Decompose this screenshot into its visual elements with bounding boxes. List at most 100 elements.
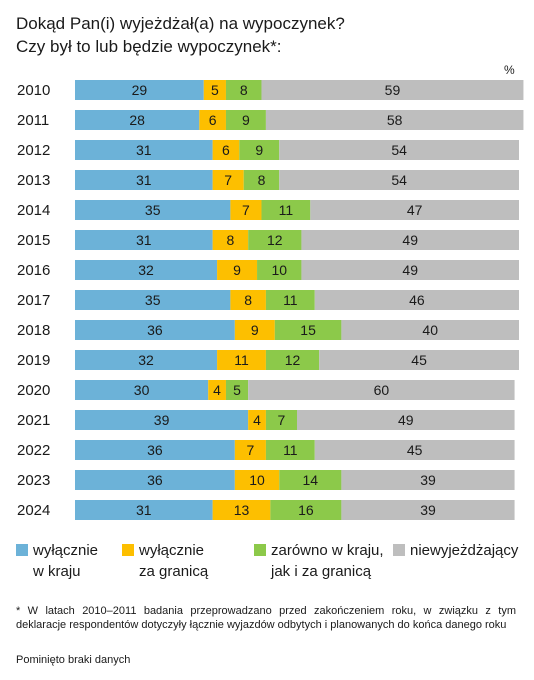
- value-label-both-2020: 5: [233, 382, 241, 398]
- bar-none-2014: [310, 200, 519, 220]
- value-label-both-2014: 11: [279, 202, 294, 218]
- chart-title: Dokąd Pan(i) wyjeżdżał(a) na wypoczynek?…: [16, 12, 345, 58]
- legend-label-none: niewyjeżdżający: [410, 540, 518, 561]
- legend-item-none: niewyjeżdżający: [393, 540, 518, 561]
- value-label-abroad-2024: 13: [234, 502, 250, 518]
- value-label-domestic-2019: 32: [138, 352, 154, 368]
- year-label-2024: 2024: [17, 502, 50, 519]
- value-label-domestic-2018: 36: [147, 322, 163, 338]
- bar-none-2018: [341, 320, 519, 340]
- value-label-both-2011: 9: [242, 112, 250, 128]
- bar-both-2012: [239, 140, 280, 160]
- legend-item-abroad: wyłącznie za granicą: [122, 540, 208, 582]
- bar-abroad-2013: [212, 170, 244, 190]
- legend-swatch-none: [393, 544, 405, 556]
- year-label-2014: 2014: [17, 202, 50, 219]
- bar-both-2013: [243, 170, 280, 190]
- year-label-2016: 2016: [17, 262, 50, 279]
- bar-both-2019: [265, 350, 320, 370]
- bar-abroad-2017: [230, 290, 266, 310]
- year-label-2022: 2022: [17, 442, 50, 459]
- value-label-none-2014: 47: [407, 202, 423, 218]
- bar-domestic-2017: [75, 290, 231, 310]
- bar-none-2024: [341, 500, 515, 520]
- value-label-none-2010: 59: [385, 82, 401, 98]
- bar-abroad-2016: [217, 260, 258, 280]
- value-label-abroad-2022: 7: [246, 442, 254, 458]
- bar-domestic-2024: [75, 500, 213, 520]
- legend-label-domestic-line1: wyłącznie: [33, 542, 99, 559]
- legend-label-both: zarówno w kraju, jak i za granicą: [271, 540, 384, 582]
- legend-swatch-abroad: [122, 544, 134, 556]
- value-label-both-2018: 15: [300, 322, 316, 338]
- bar-both-2011: [225, 110, 266, 130]
- value-label-none-2023: 39: [420, 472, 436, 488]
- value-label-domestic-2014: 35: [145, 202, 161, 218]
- bar-both-2022: [265, 440, 315, 460]
- bar-abroad-2024: [212, 500, 271, 520]
- value-label-both-2016: 10: [271, 262, 287, 278]
- value-label-domestic-2013: 31: [136, 172, 152, 188]
- year-label-2013: 2013: [17, 172, 50, 189]
- bar-abroad-2014: [230, 200, 262, 220]
- bar-domestic-2019: [75, 350, 218, 370]
- value-label-both-2017: 11: [283, 292, 298, 308]
- year-label-2023: 2023: [17, 472, 50, 489]
- bar-none-2015: [301, 230, 519, 250]
- bar-both-2017: [265, 290, 315, 310]
- bar-both-2015: [248, 230, 302, 250]
- bar-abroad-2019: [217, 350, 266, 370]
- bar-domestic-2023: [75, 470, 235, 490]
- legend-swatch-domestic: [16, 544, 28, 556]
- bar-abroad-2018: [234, 320, 275, 340]
- value-label-both-2022: 11: [283, 442, 298, 458]
- footnote: * W latach 2010–2011 badania przeprowadz…: [16, 605, 516, 631]
- value-label-both-2021: 7: [278, 412, 286, 428]
- value-label-both-2013: 8: [258, 172, 266, 188]
- bar-abroad-2015: [212, 230, 249, 250]
- bar-abroad-2022: [234, 440, 266, 460]
- bar-none-2010: [261, 80, 524, 100]
- bar-domestic-2012: [75, 140, 213, 160]
- bar-abroad-2010: [203, 80, 226, 100]
- value-label-none-2012: 54: [391, 142, 407, 158]
- bar-both-2016: [257, 260, 302, 280]
- value-label-abroad-2012: 6: [222, 142, 230, 158]
- bar-domestic-2021: [75, 410, 249, 430]
- year-label-2018: 2018: [17, 322, 50, 339]
- value-label-both-2010: 8: [240, 82, 248, 98]
- value-label-both-2015: 12: [267, 232, 283, 248]
- bar-abroad-2023: [234, 470, 280, 490]
- value-label-none-2011: 58: [387, 112, 403, 128]
- bar-none-2023: [341, 470, 515, 490]
- bar-domestic-2022: [75, 440, 235, 460]
- legend-label-none-line1: niewyjeżdżający: [410, 542, 519, 559]
- bar-none-2020: [248, 380, 515, 400]
- value-label-none-2018: 40: [422, 322, 438, 338]
- value-label-both-2023: 14: [303, 472, 319, 488]
- bar-none-2013: [279, 170, 519, 190]
- value-label-domestic-2020: 30: [134, 382, 150, 398]
- year-label-2012: 2012: [17, 142, 50, 159]
- value-label-domestic-2011: 28: [129, 112, 145, 128]
- bar-both-2021: [265, 410, 297, 430]
- value-label-abroad-2015: 8: [227, 232, 235, 248]
- value-label-domestic-2010: 29: [132, 82, 148, 98]
- year-label-2011: 2011: [17, 112, 49, 129]
- value-label-none-2024: 39: [420, 502, 436, 518]
- year-label-2017: 2017: [17, 292, 50, 309]
- value-label-both-2019: 12: [285, 352, 301, 368]
- year-label-2010: 2010: [17, 82, 50, 99]
- legend-label-abroad: wyłącznie za granicą: [139, 540, 208, 582]
- legend-label-domestic: wyłącznie w kraju: [33, 540, 98, 582]
- year-label-2021: 2021: [17, 412, 50, 429]
- value-label-both-2024: 16: [298, 502, 314, 518]
- value-label-domestic-2017: 35: [145, 292, 161, 308]
- value-label-abroad-2021: 4: [253, 412, 261, 428]
- bar-none-2019: [319, 350, 519, 370]
- value-label-none-2022: 45: [407, 442, 423, 458]
- title-line-2: Czy był to lub będzie wypoczynek*:: [16, 37, 282, 56]
- bar-none-2016: [301, 260, 519, 280]
- bar-abroad-2021: [248, 410, 266, 430]
- bar-domestic-2018: [75, 320, 235, 340]
